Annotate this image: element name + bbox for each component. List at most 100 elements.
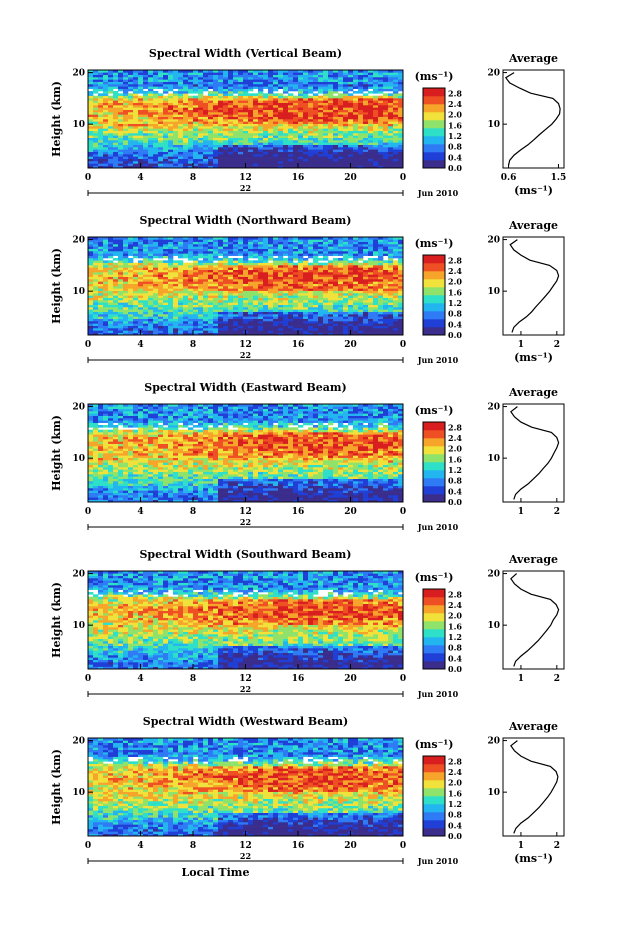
heatmap-cell (263, 70, 269, 73)
heatmap-cell (263, 267, 269, 270)
heatmap-cell (348, 126, 354, 129)
heatmap-cell (363, 269, 369, 273)
heatmap-cell (363, 79, 369, 82)
heatmap-cell (398, 74, 404, 78)
heatmap-cell (168, 293, 174, 296)
heatmap-cell (368, 98, 374, 101)
heatmap-cell (243, 318, 249, 322)
heatmap-cell (123, 123, 129, 127)
heatmap-cell (203, 302, 209, 305)
heatmap-cell (178, 321, 184, 324)
heatmap-cell (208, 128, 214, 131)
heatmap-cell (398, 269, 404, 273)
heatmap-cell (328, 283, 334, 287)
heatmap-cell (128, 147, 134, 150)
heatmap-cell (223, 95, 229, 99)
heatmap-cell (243, 102, 249, 106)
heatmap-cell (313, 295, 319, 298)
heatmap-cell (268, 163, 274, 166)
heatmap-cell (363, 297, 369, 301)
heatmap-cell (323, 102, 329, 106)
heatmap-cell (158, 116, 164, 120)
heatmap-cell (148, 307, 154, 310)
heatmap-cell (193, 116, 199, 120)
heatmap-cell (373, 149, 379, 152)
heatmap-cell (233, 248, 239, 252)
heatmap-cell (168, 332, 174, 336)
heatmap-cell (358, 325, 364, 329)
heatmap-cell (103, 279, 109, 282)
heatmap-cell (263, 262, 269, 266)
heatmap-cell (273, 274, 279, 277)
heatmap-cell (163, 95, 169, 99)
heatmap-cell (258, 102, 264, 106)
heatmap-cell (163, 84, 169, 87)
heatmap-cell (298, 114, 304, 117)
heatmap-cell (333, 246, 339, 249)
heatmap-cell (243, 267, 249, 270)
heatmap-cell (148, 165, 154, 169)
heatmap-cell (338, 77, 344, 80)
heatmap-cell (238, 253, 244, 256)
heatmap-cell (258, 142, 264, 145)
heatmap-cell (113, 130, 119, 134)
heatmap-cell (233, 114, 239, 117)
heatmap-cell (298, 158, 304, 162)
heatmap-cell (268, 165, 274, 169)
heatmap-cell (128, 119, 134, 122)
heatmap-cell (113, 74, 119, 78)
heatmap-cell (143, 100, 149, 103)
heatmap-cell (178, 147, 184, 150)
heatmap-cell (358, 321, 364, 324)
heatmap-cell (383, 156, 389, 159)
heatmap-cell (313, 321, 319, 324)
heatmap-cell (123, 293, 129, 296)
heatmap-cell (168, 248, 174, 252)
heatmap-cell (108, 144, 114, 148)
heatmap-cell (233, 318, 239, 322)
heatmap-cell (288, 293, 294, 296)
heatmap-cell (258, 74, 264, 78)
heatmap-cell (178, 156, 184, 159)
heatmap-cell (393, 325, 399, 329)
heatmap-cell (398, 255, 404, 259)
heatmap-cell (228, 116, 234, 120)
heatmap-cell (373, 251, 379, 254)
heatmap-cell (183, 163, 189, 166)
heatmap-cell (363, 112, 369, 115)
heatmap-cell (88, 114, 94, 117)
heatmap-cell (243, 276, 249, 280)
heatmap-cell (138, 265, 144, 268)
heatmap-cell (388, 304, 394, 308)
heatmap-cell (383, 288, 389, 291)
heatmap-cell (238, 262, 244, 266)
heatmap-cell (323, 158, 329, 162)
heatmap-cell (178, 293, 184, 296)
heatmap-cell (93, 262, 99, 266)
heatmap-cell (248, 123, 254, 127)
heatmap-cell (88, 290, 94, 294)
heatmap-cell (378, 323, 384, 326)
heatmap-cell (178, 246, 184, 249)
heatmap-cell (373, 328, 379, 331)
heatmap-cell (328, 276, 334, 280)
heatmap-cell (278, 248, 284, 252)
heatmap-cell (338, 149, 344, 152)
heatmap-cell (148, 123, 154, 127)
heatmap-cell (323, 269, 329, 273)
heatmap-cell (348, 265, 354, 268)
heatmap-cell (363, 135, 369, 138)
heatmap-cell (373, 84, 379, 87)
heatmap-cell (238, 158, 244, 162)
heatmap-cell (88, 309, 94, 312)
heatmap-cell (278, 288, 284, 291)
heatmap-cell (363, 86, 369, 89)
heatmap-cell (108, 279, 114, 282)
heatmap-cell (363, 272, 369, 275)
heatmap-cell (123, 163, 129, 166)
heatmap-cell (373, 154, 379, 157)
heatmap-cell (333, 133, 339, 136)
heatmap-cell (238, 165, 244, 169)
heatmap-cell (213, 265, 219, 268)
heatmap-cell (138, 114, 144, 117)
